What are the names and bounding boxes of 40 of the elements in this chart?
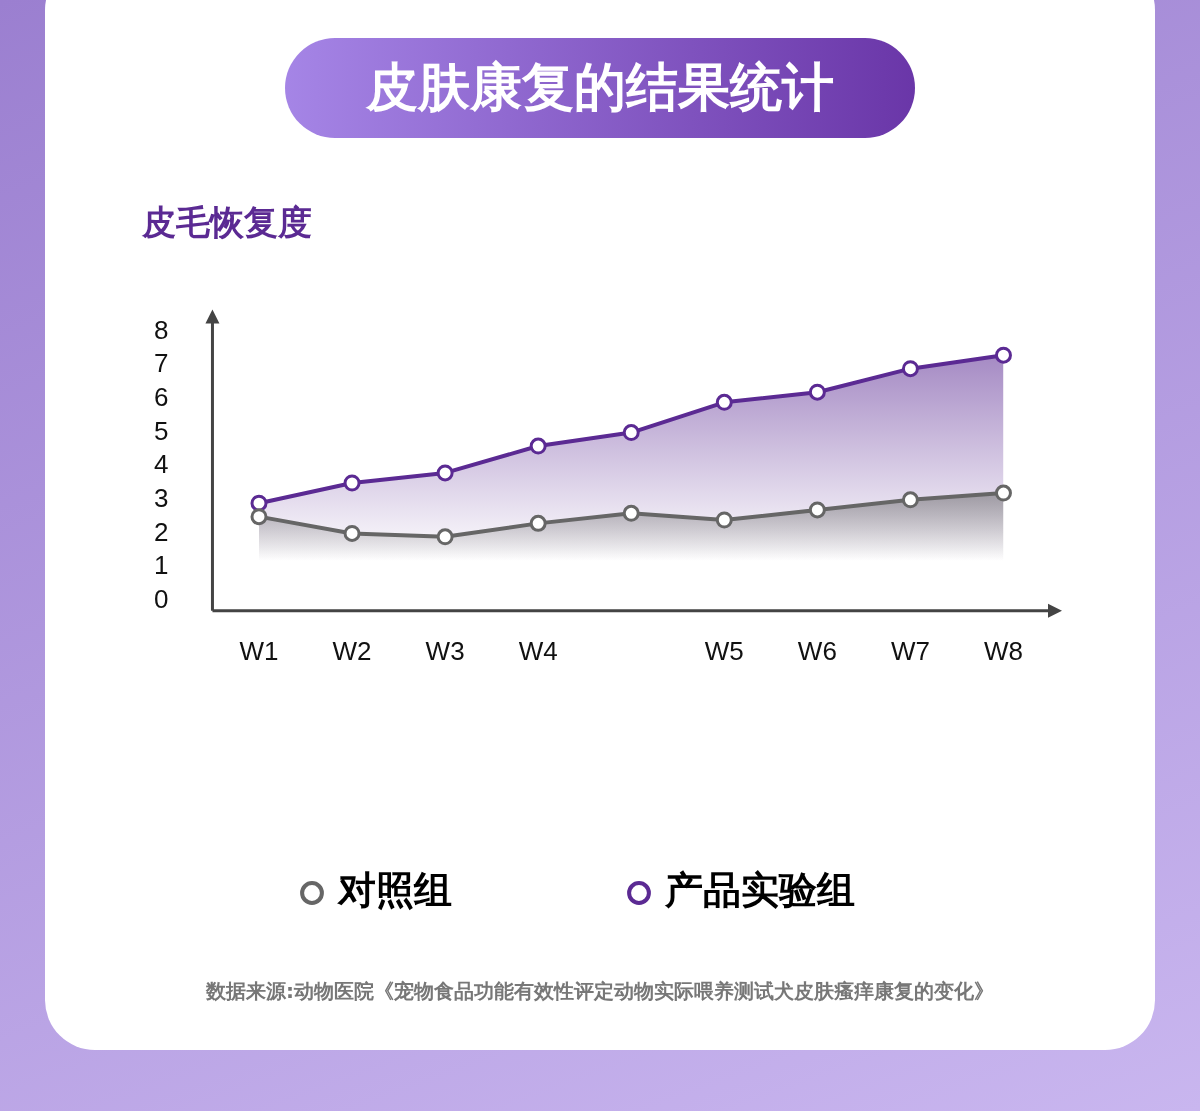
point — [994, 346, 1012, 364]
point — [343, 474, 361, 492]
y-tick-label: 2 — [153, 516, 169, 547]
y-tick-label: 5 — [153, 415, 169, 446]
point — [901, 491, 919, 509]
point — [250, 494, 268, 512]
x-tick-label: W8 — [983, 635, 1023, 666]
y-tick-label: 6 — [153, 382, 169, 413]
y-tick-label: 4 — [153, 449, 169, 480]
point — [622, 424, 640, 442]
x-tick-label: W2 — [332, 635, 372, 666]
x-tick-label: W6 — [797, 635, 837, 666]
y-tick-label: 3 — [153, 483, 169, 513]
x-tick-label: W7 — [890, 635, 930, 666]
x-tick-label: W4 — [518, 635, 558, 666]
x-tick-label: W5 — [704, 635, 744, 666]
point — [529, 437, 547, 455]
point — [436, 528, 454, 546]
legend-label: 产品实验组 — [664, 867, 855, 912]
point — [250, 508, 268, 526]
point — [715, 393, 733, 411]
y-tick-label: 8 — [153, 314, 169, 345]
point — [436, 464, 454, 482]
point — [622, 504, 640, 522]
x-tick-label: W3 — [425, 635, 465, 666]
y-tick-label: 1 — [153, 550, 169, 581]
chart-title: 皮肤康复的结果统计 — [285, 38, 915, 138]
point — [901, 360, 919, 378]
point — [808, 501, 826, 519]
y-tick-label: 0 — [153, 583, 169, 614]
point — [529, 514, 547, 532]
source-note: 数据来源:动物医院《宠物食品功能有效性评定动物实际喂养测试犬皮肤瘙痒康复的变化》 — [205, 978, 995, 1005]
point — [994, 484, 1012, 502]
point — [808, 383, 826, 401]
y-tick-label: 7 — [153, 348, 169, 379]
point — [343, 524, 361, 542]
point — [715, 511, 733, 529]
legend-label: 对照组 — [337, 867, 452, 912]
x-tick-label: W1 — [239, 635, 279, 666]
y-axis-title: 皮毛恢复度 — [142, 201, 312, 244]
